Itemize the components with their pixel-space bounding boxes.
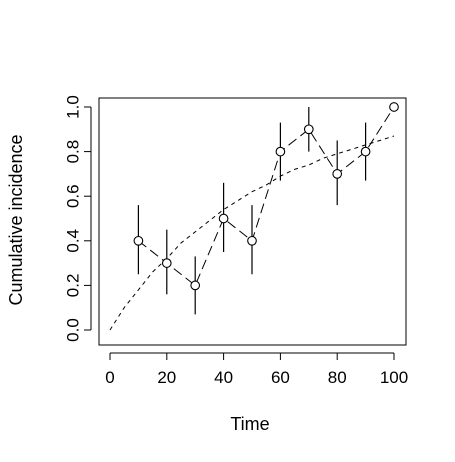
y-tick-label: 0.4 [64,229,83,253]
x-tick-label: 40 [214,368,233,387]
y-axis: 0.0 0.2 0.4 0.6 0.8 1.0 [64,95,92,342]
x-tick-label: 60 [271,368,290,387]
x-tick-label: 80 [328,368,347,387]
y-tick-label: 0.2 [64,274,83,298]
data-point [247,235,257,246]
x-tick-label: 0 [105,368,114,387]
plot-frame [98,97,407,346]
data-point [389,102,399,112]
data-point [275,146,286,157]
observed-series-layer [133,102,399,315]
y-axis-title: Cumulative incidence [6,134,26,305]
data-point [332,169,343,179]
x-tick-label: 20 [157,368,176,387]
fitted-curve-layer [109,135,395,331]
x-tick-label: 100 [380,368,408,387]
data-point [133,235,144,246]
y-tick-label: 1.0 [64,95,83,119]
y-tick-label: 0.6 [64,184,83,208]
y-tick-label: 0.8 [64,140,83,164]
x-axis: 0 20 40 60 80 100 [105,352,408,387]
data-point [218,213,229,224]
observed-line [138,106,395,287]
data-point [190,280,201,291]
y-tick-label: 0.0 [64,318,83,342]
fitted-curve [109,135,395,331]
x-axis-title: Time [230,414,269,434]
data-point [360,146,371,157]
data-point [303,124,314,135]
data-point [161,258,172,268]
